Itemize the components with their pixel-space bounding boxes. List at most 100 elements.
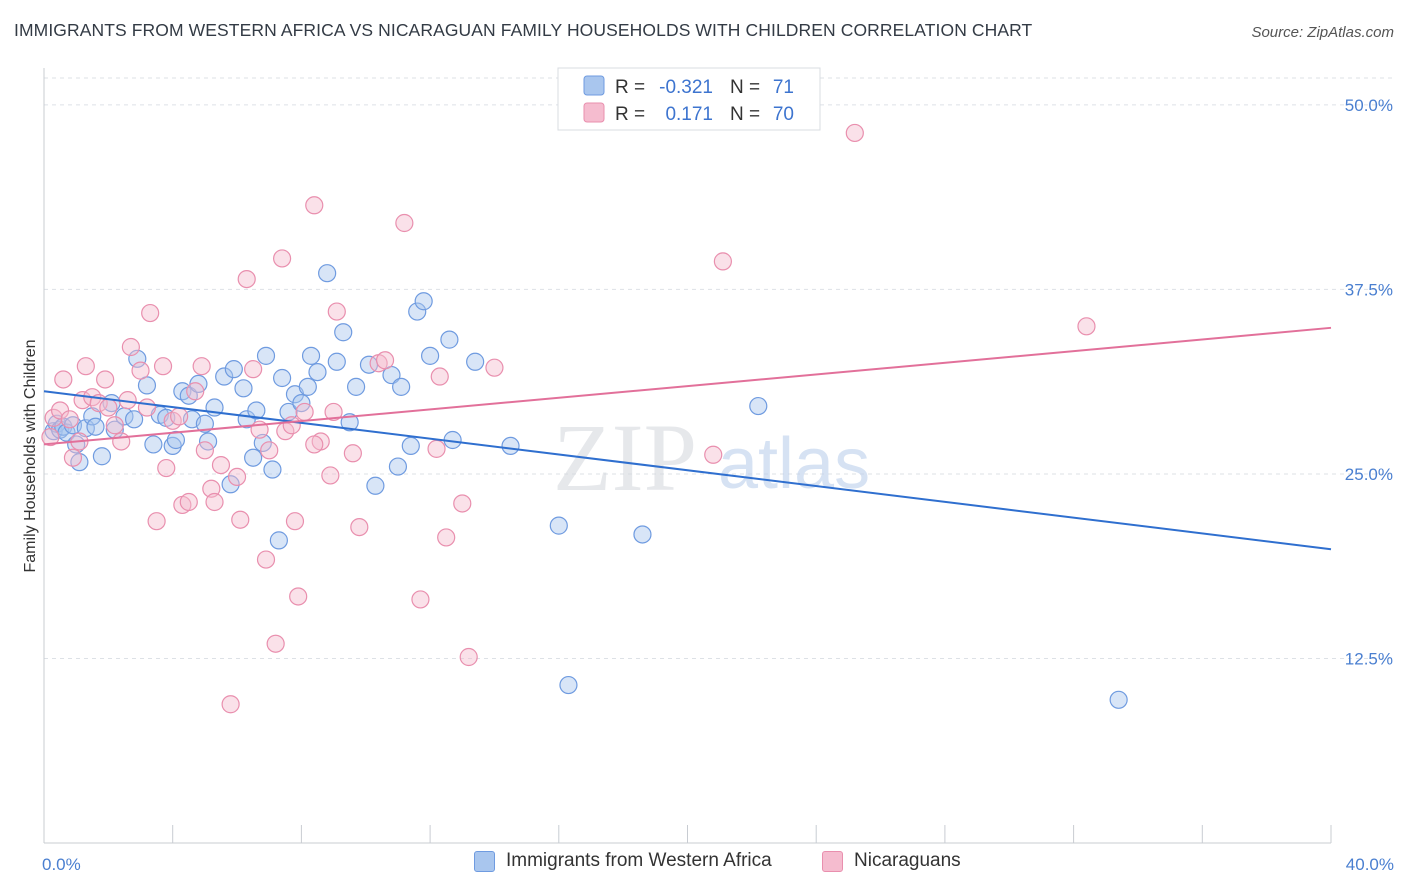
point-nicaraguans	[272, 249, 292, 268]
point-nicaraguans	[485, 358, 504, 377]
point-nicaraguans	[305, 435, 324, 454]
point-nicaraguans	[192, 357, 211, 376]
point-nicaraguans	[375, 351, 395, 370]
legend-item-nicaraguans: Nicaraguans	[822, 850, 961, 872]
point-immigrants	[234, 379, 253, 398]
point-immigrants	[166, 430, 186, 450]
point-nicaraguans	[266, 634, 285, 653]
point-immigrants	[128, 349, 147, 368]
point-immigrants	[221, 475, 240, 494]
point-nicaraguans	[289, 587, 308, 606]
legend-r-value-1: -0.321	[659, 77, 713, 98]
point-nicaraguans	[453, 494, 472, 513]
legend-n-value-1: 71	[773, 77, 794, 98]
point-nicaraguans	[282, 416, 301, 435]
point-immigrants	[327, 352, 346, 371]
point-nicaraguans	[459, 647, 478, 667]
point-immigrants	[392, 377, 411, 396]
point-nicaraguans	[231, 510, 250, 529]
point-nicaraguans	[350, 517, 369, 537]
series-legend: Immigrants from Western Africa Nicaragua…	[0, 850, 1406, 880]
point-nicaraguans	[211, 455, 231, 475]
point-nicaraguans	[153, 357, 173, 376]
chart-title: IMMIGRANTS FROM WESTERN AFRICA VS NICARA…	[14, 20, 1033, 40]
point-immigrants	[224, 360, 243, 379]
point-nicaraguans	[76, 357, 95, 376]
point-nicaraguans	[260, 441, 279, 460]
point-nicaraguans	[121, 337, 140, 357]
x-axis-ticks	[43, 825, 1332, 843]
point-immigrants	[421, 346, 440, 365]
point-nicaraguans	[845, 123, 864, 143]
point-nicaraguans	[147, 512, 166, 531]
legend-swatch-nicaraguans	[822, 850, 843, 872]
point-immigrants	[92, 447, 112, 466]
y-tick-label: 12.5%	[1345, 649, 1393, 668]
point-nicaraguans	[411, 590, 430, 609]
point-immigrants	[144, 435, 163, 454]
point-nicaraguans	[437, 528, 456, 547]
point-immigrants	[401, 436, 420, 456]
y-tick-label: 50.0%	[1345, 96, 1393, 115]
point-immigrants	[334, 323, 353, 342]
point-nicaraguans	[54, 370, 73, 389]
point-immigrants	[195, 414, 214, 433]
y-tick-labels: 12.5% 25.0% 37.5% 50.0%	[1345, 96, 1393, 669]
point-immigrants	[263, 460, 282, 479]
point-nicaraguans	[195, 441, 214, 460]
point-nicaraguans	[112, 432, 131, 451]
point-nicaraguans	[131, 361, 150, 380]
point-nicaraguans	[157, 458, 176, 478]
point-nicaraguans	[395, 213, 414, 233]
point-immigrants	[346, 377, 366, 396]
legend-r-label-2: R =	[615, 104, 645, 125]
trend-lines	[43, 326, 1332, 551]
point-nicaraguans	[44, 408, 63, 427]
point-nicaraguans	[99, 398, 118, 417]
point-nicaraguans	[141, 303, 160, 323]
point-nicaraguans	[327, 302, 346, 321]
trend-line-nicaraguans	[43, 326, 1332, 446]
legend-swatch-blue	[583, 75, 605, 96]
point-immigrants	[414, 292, 433, 311]
point-immigrants	[388, 457, 408, 476]
y-tick-label: 25.0%	[1345, 465, 1393, 484]
correlation-legend: R = -0.321 N = 71 R = 0.171 N = 70	[557, 67, 821, 131]
point-nicaraguans	[305, 196, 324, 215]
point-immigrants	[559, 675, 578, 695]
watermark-atlas: atlas	[718, 424, 870, 504]
point-nicaraguans	[205, 492, 224, 512]
source-label: Source: ZipAtlas.com	[1251, 24, 1394, 41]
series-nicaraguans-points	[41, 123, 1096, 714]
point-immigrants	[501, 436, 520, 456]
point-immigrants	[256, 346, 276, 365]
point-immigrants	[549, 516, 568, 535]
point-nicaraguans	[221, 695, 240, 714]
legend-n-value-2: 70	[773, 104, 794, 125]
y-tick-label: 37.5%	[1345, 280, 1393, 299]
point-nicaraguans	[1077, 317, 1096, 336]
point-nicaraguans	[295, 402, 314, 422]
x-tick-label-min: 0.0%	[42, 855, 81, 874]
point-immigrants	[749, 396, 768, 416]
point-nicaraguans	[63, 448, 83, 467]
legend-swatch-immigrants	[474, 850, 495, 872]
point-immigrants	[86, 417, 105, 436]
point-nicaraguans	[237, 269, 256, 289]
point-nicaraguans	[244, 360, 263, 379]
point-immigrants	[215, 367, 234, 386]
legend-item-immigrants: Immigrants from Western Africa	[474, 850, 772, 872]
point-nicaraguans	[321, 466, 340, 485]
point-immigrants	[408, 302, 427, 321]
series-immigrants-points	[44, 264, 1128, 709]
legend-label-immigrants: Immigrants from Western Africa	[506, 850, 772, 871]
point-immigrants	[1109, 690, 1128, 709]
point-nicaraguans	[186, 382, 205, 401]
legend-n-label-2: N =	[730, 104, 760, 125]
watermark-zip: ZIP	[553, 404, 697, 511]
point-immigrants	[247, 401, 266, 420]
point-immigrants	[298, 377, 317, 396]
legend-r-value-2: 0.171	[665, 104, 713, 125]
point-nicaraguans	[430, 367, 449, 386]
point-nicaraguans	[324, 402, 343, 422]
